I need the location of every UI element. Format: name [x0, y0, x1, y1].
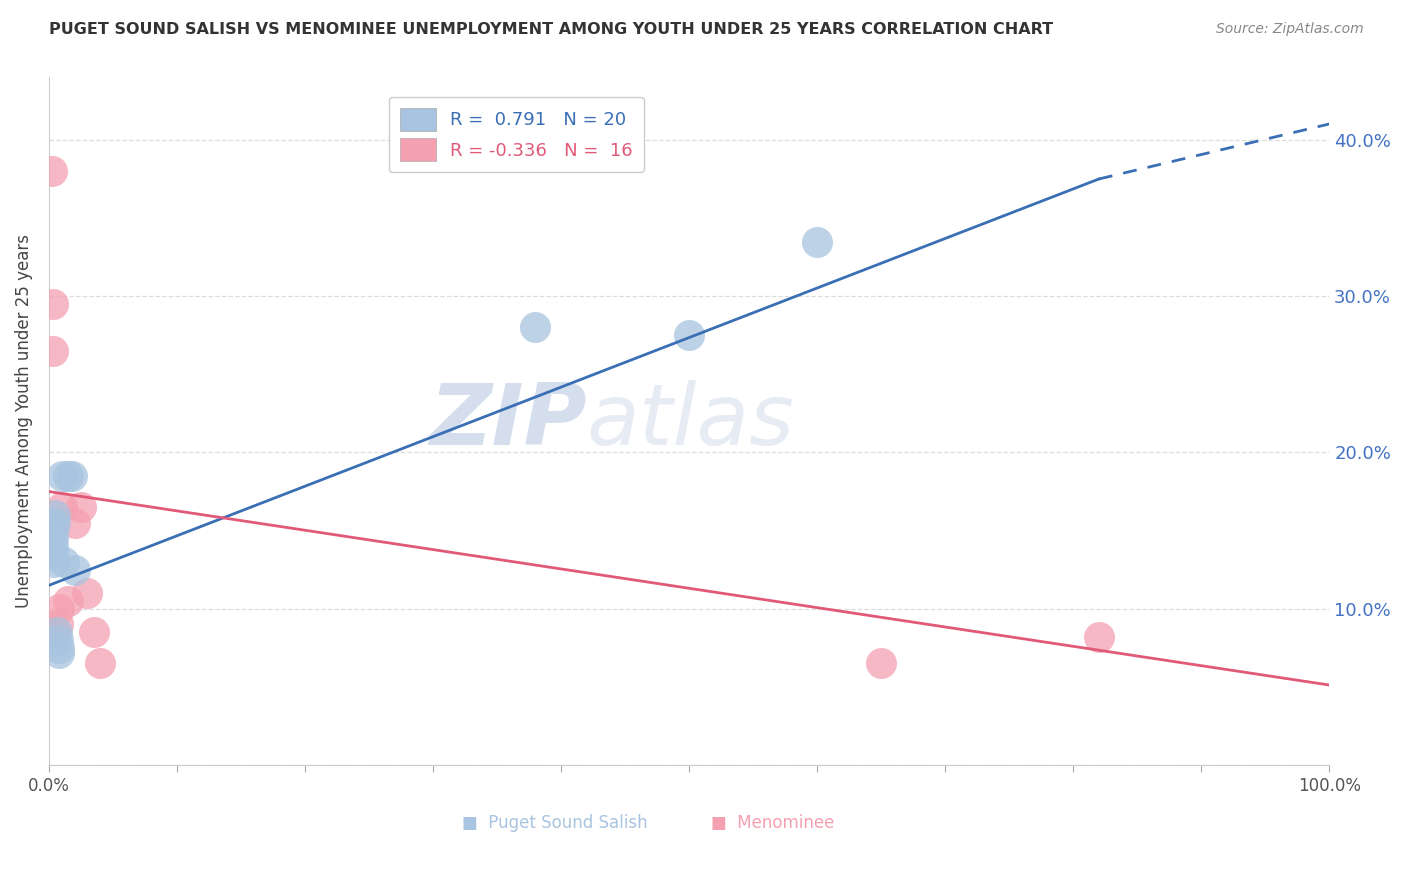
Point [51, 500, 73, 515]
Legend: R =  0.791   N = 20, R = -0.336   N =  16: R = 0.791 N = 20, R = -0.336 N = 16 [389, 96, 644, 172]
Point [42, 555, 65, 569]
Point [60, 469, 83, 483]
Point [56, 469, 79, 483]
Text: ■  Puget Sound Salish: ■ Puget Sound Salish [463, 814, 648, 832]
Point [44, 625, 66, 640]
Text: PUGET SOUND SALISH VS MENOMINEE UNEMPLOYMENT AMONG YOUTH UNDER 25 YEARS CORRELAT: PUGET SOUND SALISH VS MENOMINEE UNEMPLOY… [49, 22, 1053, 37]
Point [41, 516, 63, 530]
Point [806, 235, 828, 249]
Point [42, 532, 65, 546]
Text: Source: ZipAtlas.com: Source: ZipAtlas.com [1216, 22, 1364, 37]
Point [42, 524, 65, 538]
Point [678, 328, 700, 343]
Point [48, 646, 70, 660]
Point [41, 164, 63, 178]
Point [48, 640, 70, 655]
Text: atlas: atlas [586, 380, 794, 463]
Point [63, 516, 86, 530]
Y-axis label: Unemployment Among Youth under 25 years: Unemployment Among Youth under 25 years [15, 235, 32, 608]
Point [1088, 630, 1111, 644]
Point [76, 586, 98, 600]
Point [51, 469, 73, 483]
Point [45, 625, 67, 640]
Text: ■  Menominee: ■ Menominee [710, 814, 834, 832]
Point [89, 657, 111, 671]
Point [44, 508, 66, 522]
Point [46, 632, 69, 647]
Point [42, 343, 65, 358]
Point [870, 657, 893, 671]
Point [63, 563, 86, 577]
Point [524, 320, 547, 334]
Point [42, 547, 65, 561]
Point [48, 601, 70, 615]
Point [46, 617, 69, 632]
Point [83, 625, 105, 640]
Text: ZIP: ZIP [429, 380, 586, 463]
Point [44, 625, 66, 640]
Point [42, 539, 65, 553]
Point [44, 516, 66, 530]
Point [56, 594, 79, 608]
Point [42, 297, 65, 311]
Point [53, 555, 76, 569]
Point [70, 500, 93, 515]
